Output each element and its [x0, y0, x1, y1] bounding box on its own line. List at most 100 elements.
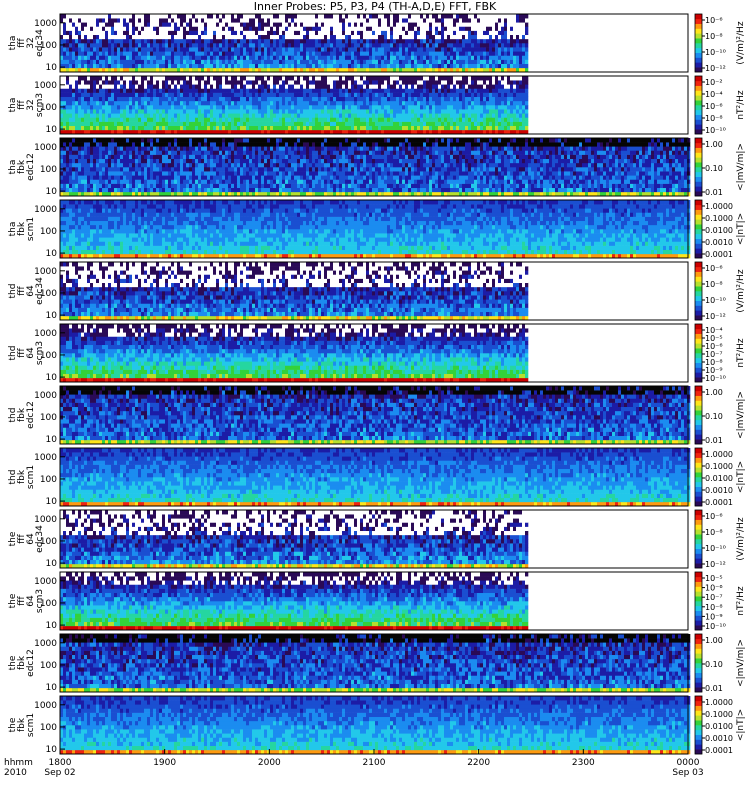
heatmap-cell [228, 43, 231, 47]
heatmap-cell [135, 184, 138, 188]
heatmap-cell [423, 35, 426, 39]
heatmap-cell [486, 43, 489, 47]
heatmap-cell [99, 142, 102, 146]
heatmap-cell [339, 35, 342, 39]
heatmap-cell [72, 55, 75, 59]
heatmap-cell [273, 88, 276, 92]
heatmap-cell [111, 80, 114, 84]
heatmap-cell [189, 80, 192, 84]
heatmap-cell [438, 122, 441, 126]
heatmap-cell [345, 122, 348, 126]
heatmap-cell [258, 14, 261, 18]
heatmap-cell [189, 113, 192, 117]
heatmap-cell [96, 84, 99, 88]
colorbar-label: nT²/Hz [736, 90, 746, 120]
heatmap-cell [378, 60, 381, 64]
heatmap-cell [165, 88, 168, 92]
heatmap-cell [333, 109, 336, 113]
heatmap-cell [63, 55, 66, 59]
heatmap-cell [135, 175, 138, 179]
heatmap-cell [84, 188, 87, 192]
heatmap-cell [111, 109, 114, 113]
heatmap-cell [120, 26, 123, 30]
heatmap-cell [183, 126, 186, 130]
heatmap-cell [114, 26, 117, 30]
heatmap-cell [504, 22, 507, 26]
heatmap-cell [423, 80, 426, 84]
heatmap-cell [159, 126, 162, 130]
heatmap-cell [390, 43, 393, 47]
heatmap-cell [516, 60, 519, 64]
heatmap-cell [102, 60, 105, 64]
heatmap-cell [165, 167, 168, 171]
heatmap-cell [168, 80, 171, 84]
heatmap-cell [273, 93, 276, 97]
heatmap-cell [336, 122, 339, 126]
heatmap-cell [72, 84, 75, 88]
heatmap-cell [411, 84, 414, 88]
heatmap-cell [483, 105, 486, 109]
heatmap-cell [318, 31, 321, 35]
heatmap-cell [450, 55, 453, 59]
heatmap-cell [105, 138, 108, 142]
heatmap-cell [396, 43, 399, 47]
heatmap-cell [135, 22, 138, 26]
heatmap-cell [294, 80, 297, 84]
heatmap-cell [219, 93, 222, 97]
heatmap-cell [381, 47, 384, 51]
heatmap-cell [132, 159, 135, 163]
heatmap-cell [510, 51, 513, 55]
heatmap-cell [162, 43, 165, 47]
heatmap-cell [135, 97, 138, 101]
heatmap-cell [354, 55, 357, 59]
heatmap-cell [192, 55, 195, 59]
heatmap-cell [324, 93, 327, 97]
heatmap-cell [81, 97, 84, 101]
heatmap-cell [423, 18, 426, 22]
heatmap-cell [90, 184, 93, 188]
heatmap-cell [237, 117, 240, 121]
heatmap-cell [117, 163, 120, 167]
heatmap-cell [426, 64, 429, 68]
heatmap-cell [177, 43, 180, 47]
heatmap-cell [213, 105, 216, 109]
heatmap-cell [504, 84, 507, 88]
heatmap-cell [300, 80, 303, 84]
heatmap-cell [420, 126, 423, 130]
heatmap-cell [405, 22, 408, 26]
heatmap-cell [225, 122, 228, 126]
heatmap-cell [252, 105, 255, 109]
heatmap-cell [354, 64, 357, 68]
heatmap-cell [420, 88, 423, 92]
heatmap-cell [231, 31, 234, 35]
heatmap-cell [297, 51, 300, 55]
heatmap-cell [516, 51, 519, 55]
heatmap-cell [141, 31, 144, 35]
heatmap-cell [267, 60, 270, 64]
heatmap-cell [483, 126, 486, 130]
heatmap-cell [198, 93, 201, 97]
heatmap-cell [288, 47, 291, 51]
heatmap-cell [168, 184, 171, 188]
heatmap-cell [480, 97, 483, 101]
heatmap-cell [267, 97, 270, 101]
heatmap-cell [432, 31, 435, 35]
heatmap-cell [384, 60, 387, 64]
heatmap-cell [126, 80, 129, 84]
heatmap-cell [138, 47, 141, 51]
heatmap-cell [414, 84, 417, 88]
heatmap-cell [477, 109, 480, 113]
heatmap-cell [207, 105, 210, 109]
heatmap-cell [348, 51, 351, 55]
heatmap-cell [396, 88, 399, 92]
heatmap-cell [438, 18, 441, 22]
heatmap-cell [474, 14, 477, 18]
heatmap-cell [468, 101, 471, 105]
heatmap-cell [438, 117, 441, 121]
heatmap-cell [114, 47, 117, 51]
heatmap-cell [417, 55, 420, 59]
heatmap-cell [174, 84, 177, 88]
heatmap-cell [192, 47, 195, 51]
heatmap-cell [504, 126, 507, 130]
heatmap-cell [462, 122, 465, 126]
